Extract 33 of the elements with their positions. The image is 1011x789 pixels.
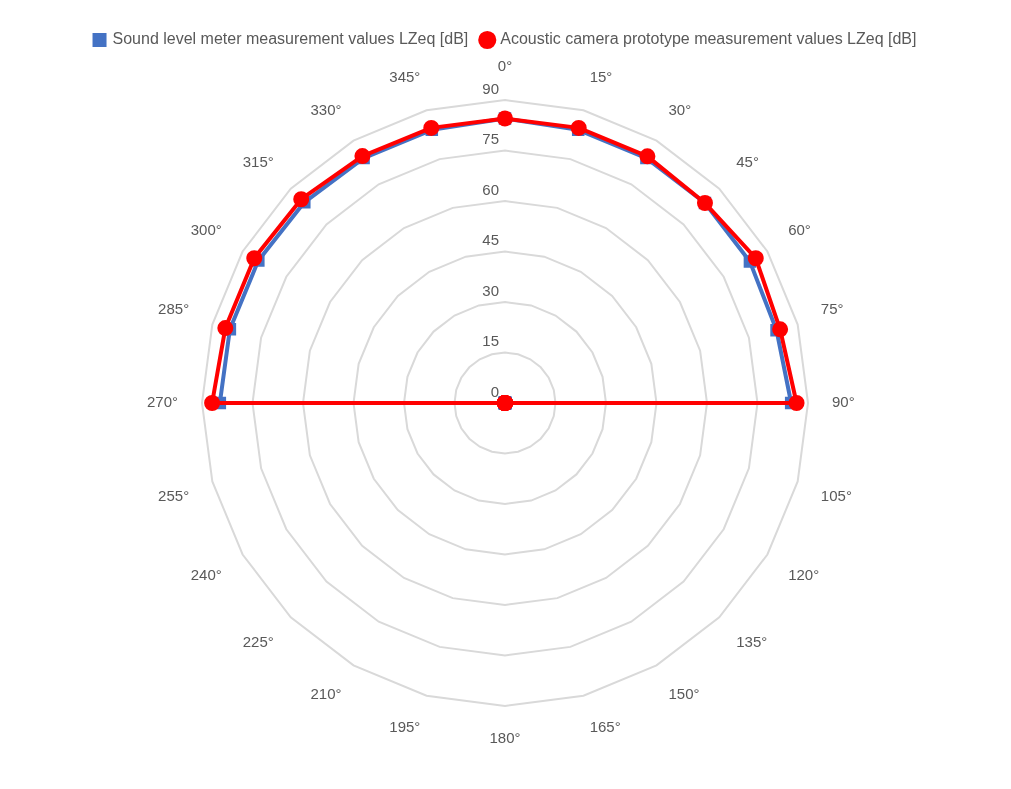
spoke-label: 255° bbox=[158, 486, 190, 504]
y-tick-label: 45 bbox=[482, 231, 499, 249]
spoke-label: 30° bbox=[668, 100, 692, 118]
y-tick-label: 30 bbox=[482, 281, 499, 299]
y-tick-label: 75 bbox=[482, 130, 499, 148]
y-tick-label: 60 bbox=[482, 180, 499, 198]
legend-label: Sound level meter measurement values LZeq [dB] bbox=[112, 30, 469, 48]
spoke-label: 225° bbox=[242, 633, 274, 651]
spoke-label: 45° bbox=[736, 152, 759, 170]
spoke-label: 60° bbox=[788, 220, 811, 238]
spoke-label: 120° bbox=[788, 565, 820, 583]
spoke-label: 270° bbox=[146, 393, 178, 411]
spoke-label: 210° bbox=[310, 685, 342, 703]
legend-label: Acoustic camera prototype measurement values LZeq [dB] bbox=[500, 30, 917, 48]
spoke-label: 150° bbox=[668, 685, 700, 703]
y-tick-label: 15 bbox=[482, 332, 499, 350]
spoke-label: 315° bbox=[242, 152, 274, 170]
spoke-label: 90° bbox=[832, 393, 855, 411]
spoke-label: 135° bbox=[736, 633, 768, 651]
spoke-label: 0° bbox=[497, 57, 513, 75]
y-tick-label: 90 bbox=[482, 79, 499, 97]
spoke-label: 345° bbox=[389, 68, 421, 86]
spoke-label: 285° bbox=[158, 299, 190, 317]
spoke-label: 105° bbox=[820, 486, 852, 504]
spoke-label: 75° bbox=[820, 299, 844, 317]
spoke-label: 300° bbox=[190, 220, 222, 238]
spoke-label: 15° bbox=[589, 68, 613, 86]
spoke-label: 330° bbox=[310, 100, 342, 118]
y-tick-label: 0 bbox=[490, 382, 499, 400]
spoke-label: 180° bbox=[489, 729, 521, 747]
spoke-label: 195° bbox=[389, 718, 421, 735]
spoke-label: 165° bbox=[589, 718, 621, 735]
spoke-label: 240° bbox=[190, 565, 222, 583]
